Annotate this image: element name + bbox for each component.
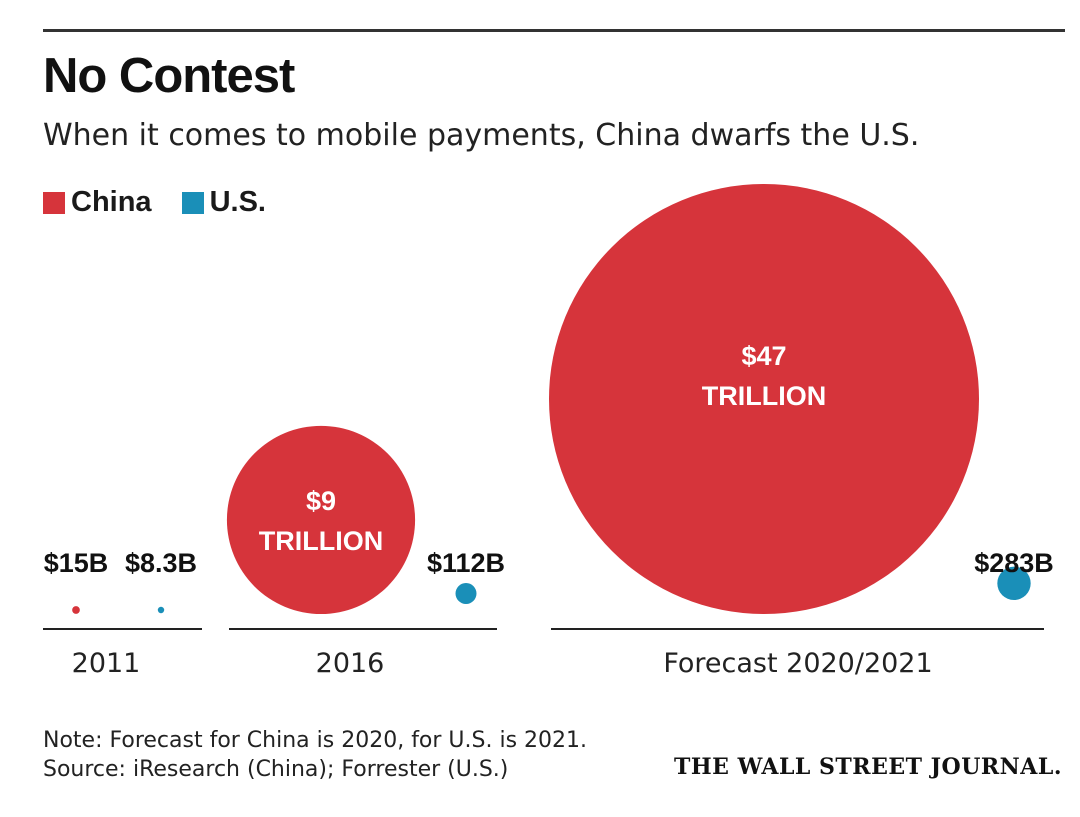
china-bubble-1: [226, 425, 416, 614]
us-value-label-1: $112B: [427, 548, 505, 578]
legend-swatch-us: [181, 191, 204, 214]
group-label-0: 2011: [72, 648, 141, 679]
footer-source: Source: iResearch (China); Forrester (U.…: [43, 757, 509, 782]
us-bubble-0: [157, 606, 165, 614]
top-rule: [43, 29, 1065, 32]
legend-item-us: U.S.: [181, 186, 266, 219]
china-unit-label-2: TRILLION: [702, 381, 826, 411]
chart-subtitle: When it comes to mobile payments, China …: [43, 118, 920, 153]
legend-swatch-china: [43, 191, 65, 214]
us-value-label-2: $283B: [974, 548, 1054, 578]
china-value-label-0: $15B: [44, 548, 109, 578]
legend-item-china: China: [43, 186, 152, 219]
us-bubble-2: [997, 566, 1031, 600]
us-bubble-1: [455, 583, 477, 605]
wsj-logo: THE WALL STREET JOURNAL.: [673, 754, 1062, 780]
footer-notes: Note: Forecast for China is 2020, for U.…: [43, 726, 587, 784]
china-value-label-1: $9: [306, 486, 336, 516]
legend: China U.S.: [43, 186, 296, 219]
china-unit-label-1: TRILLION: [259, 526, 383, 556]
chart-title: No Contest: [43, 49, 295, 103]
china-bubble-2: [549, 184, 979, 614]
legend-label-us: U.S.: [209, 186, 266, 218]
footer-note: Note: Forecast for China is 2020, for U.…: [43, 728, 588, 753]
group-label-2: Forecast 2020/2021: [663, 648, 932, 679]
group-label-1: 2016: [316, 648, 385, 679]
us-value-label-0: $8.3B: [125, 548, 197, 578]
china-value-label-2: $47: [741, 341, 786, 371]
china-bubble-0: [72, 606, 80, 614]
legend-label-china: China: [71, 186, 152, 218]
